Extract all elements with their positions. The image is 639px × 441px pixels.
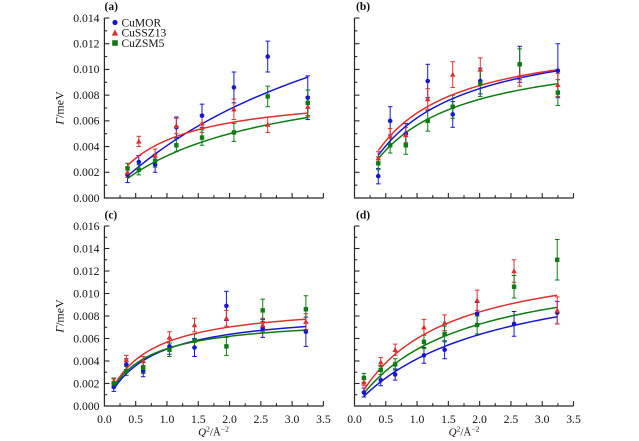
- svg-text:2.0: 2.0: [472, 413, 487, 426]
- svg-text:CuMOR: CuMOR: [122, 17, 162, 29]
- svg-text:0.0: 0.0: [347, 413, 362, 426]
- svg-text:0.004: 0.004: [73, 140, 99, 153]
- svg-text:0.010: 0.010: [73, 63, 99, 76]
- svg-text:3.0: 3.0: [535, 413, 550, 426]
- svg-text:CuZSM5: CuZSM5: [122, 38, 165, 50]
- svg-text:0.0: 0.0: [97, 413, 112, 426]
- svg-text:0.002: 0.002: [73, 166, 99, 179]
- svg-text:0.010: 0.010: [73, 287, 99, 300]
- svg-text:3.5: 3.5: [566, 413, 581, 426]
- svg-text:2.5: 2.5: [504, 413, 519, 426]
- svg-text:(a): (a): [105, 1, 119, 13]
- svg-text:0.000: 0.000: [73, 400, 99, 413]
- svg-text:2.0: 2.0: [222, 413, 237, 426]
- svg-text:3.0: 3.0: [285, 413, 300, 426]
- svg-text:1.0: 1.0: [160, 413, 175, 426]
- svg-text:0.006: 0.006: [73, 332, 99, 345]
- svg-text:0.5: 0.5: [128, 413, 143, 426]
- svg-text:Q2/Å−2: Q2/Å−2: [198, 425, 229, 439]
- svg-text:(c): (c): [105, 210, 118, 222]
- svg-text:(d): (d): [356, 210, 370, 222]
- svg-text:0.004: 0.004: [73, 355, 99, 368]
- svg-text:1.5: 1.5: [441, 413, 456, 426]
- svg-text:0.012: 0.012: [73, 38, 99, 51]
- svg-text:0.000: 0.000: [73, 192, 99, 205]
- svg-text:Γ/meV: Γ/meV: [53, 91, 67, 126]
- svg-text:1.5: 1.5: [191, 413, 206, 426]
- svg-text:CuSSZ13: CuSSZ13: [122, 28, 167, 40]
- svg-text:0.012: 0.012: [73, 265, 99, 278]
- svg-text:0.016: 0.016: [73, 220, 99, 233]
- svg-text:0.014: 0.014: [73, 12, 99, 25]
- svg-text:0.008: 0.008: [73, 310, 99, 323]
- svg-text:0.008: 0.008: [73, 89, 99, 102]
- svg-text:1.0: 1.0: [410, 413, 425, 426]
- svg-text:0.006: 0.006: [73, 115, 99, 128]
- svg-text:2.5: 2.5: [253, 413, 268, 426]
- svg-text:Γ/meV: Γ/meV: [53, 299, 67, 334]
- svg-text:(b): (b): [356, 1, 370, 13]
- svg-text:3.5: 3.5: [316, 413, 331, 426]
- svg-text:Q2/Å−2: Q2/Å−2: [449, 425, 480, 439]
- svg-text:0.5: 0.5: [378, 413, 393, 426]
- svg-text:0.002: 0.002: [73, 377, 99, 390]
- svg-text:0.014: 0.014: [73, 242, 99, 255]
